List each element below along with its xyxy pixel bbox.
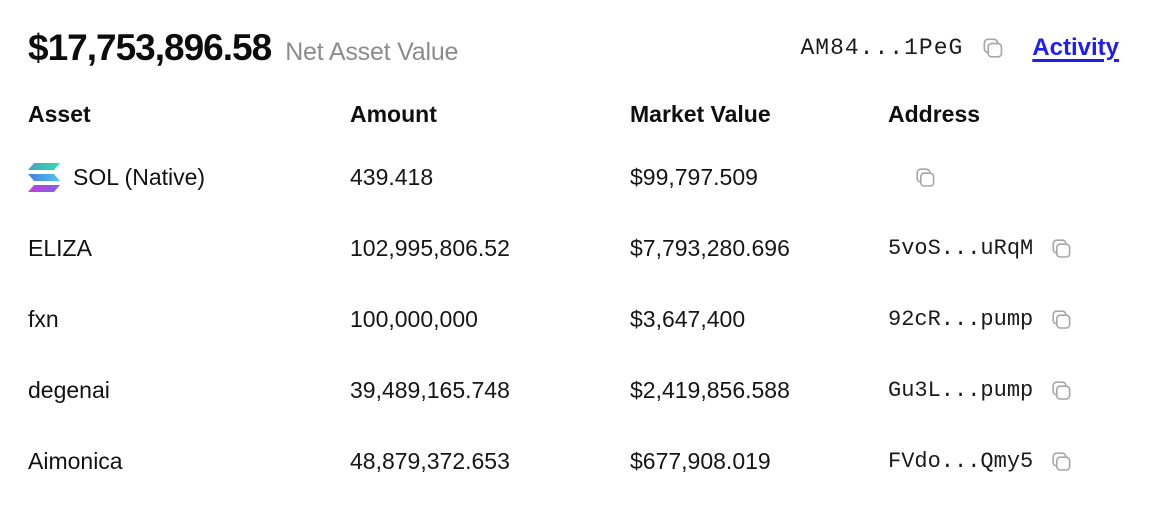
net-asset-value-label: Net Asset Value	[285, 38, 459, 66]
copy-icon	[980, 36, 1005, 61]
asset-amount: 102,995,806.52	[350, 235, 510, 261]
table-header-row: Asset Amount Market Value Address	[28, 86, 1119, 142]
column-header-asset: Asset	[28, 100, 91, 127]
asset-market-value: $7,793,280.696	[630, 235, 790, 261]
table-body: SOL (Native) 439.418 $99,797.509 ELIZA 1…	[28, 142, 1119, 497]
net-asset-value: $17,753,896.58	[28, 27, 272, 68]
net-asset-value-group: $17,753,896.58 Net Asset Value	[28, 27, 458, 69]
column-header-address: Address	[888, 100, 981, 127]
asset-amount: 100,000,000	[350, 306, 478, 332]
table-row: degenai 39,489,165.748 $2,419,856.588 Gu…	[28, 355, 1119, 426]
asset-market-value: $677,908.019	[630, 448, 771, 474]
table-row: Aimonica 48,879,372.653 $677,908.019 FVd…	[28, 426, 1119, 497]
asset-amount: 48,879,372.653	[350, 448, 510, 474]
asset-market-value: $99,797.509	[630, 164, 758, 190]
asset-address: 92cR...pump	[888, 307, 1034, 332]
address-cell: FVdo...Qmy5	[888, 449, 1119, 474]
asset-cell: ELIZA	[28, 235, 350, 262]
asset-address: Gu3L...pump	[888, 378, 1034, 403]
copy-address-button[interactable]	[913, 166, 937, 190]
copy-address-button[interactable]	[1049, 308, 1073, 332]
asset-address: 5voS...uRqM	[888, 236, 1034, 261]
asset-cell: fxn	[28, 306, 350, 333]
copy-icon	[913, 166, 937, 190]
asset-name: fxn	[28, 306, 59, 332]
copy-icon	[1049, 379, 1073, 403]
copy-address-button[interactable]	[1049, 379, 1073, 403]
asset-name: Aimonica	[28, 448, 123, 474]
asset-name: SOL (Native)	[73, 164, 206, 190]
asset-name: degenai	[28, 377, 110, 403]
table-row: fxn 100,000,000 $3,647,400 92cR...pump	[28, 284, 1119, 355]
asset-address: FVdo...Qmy5	[888, 449, 1034, 474]
asset-amount: 439.418	[350, 164, 434, 190]
address-cell: Gu3L...pump	[888, 378, 1119, 403]
asset-market-value: $2,419,856.588	[630, 377, 790, 403]
column-header-amount: Amount	[350, 100, 437, 127]
copy-icon	[1049, 450, 1073, 474]
address-cell: 92cR...pump	[888, 307, 1119, 332]
copy-icon	[1049, 237, 1073, 261]
asset-amount: 39,489,165.748	[350, 377, 510, 403]
address-cell: 5voS...uRqM	[888, 236, 1119, 261]
wallet-portfolio-panel: $17,753,896.58 Net Asset Value AM84...1P…	[28, 10, 1119, 497]
activity-link[interactable]: Activity	[1032, 34, 1119, 61]
asset-cell: SOL (Native)	[28, 163, 350, 192]
asset-market-value: $3,647,400	[630, 306, 746, 332]
asset-table: Asset Amount Market Value Address SOL (N…	[28, 86, 1119, 497]
asset-cell: Aimonica	[28, 448, 350, 475]
table-row: ELIZA 102,995,806.52 $7,793,280.696 5voS…	[28, 213, 1119, 284]
address-cell	[888, 166, 1119, 190]
copy-address-button[interactable]	[1049, 450, 1073, 474]
column-header-market-value: Market Value	[630, 100, 771, 127]
header: $17,753,896.58 Net Asset Value AM84...1P…	[28, 10, 1119, 86]
solana-icon	[28, 163, 60, 192]
copy-wallet-address-button[interactable]	[980, 36, 1005, 61]
copy-icon	[1049, 308, 1073, 332]
wallet-address: AM84...1PeG	[800, 35, 964, 61]
wallet-group: AM84...1PeG Activity	[800, 34, 1119, 62]
copy-address-button[interactable]	[1049, 237, 1073, 261]
table-row: SOL (Native) 439.418 $99,797.509	[28, 142, 1119, 213]
asset-name: ELIZA	[28, 235, 92, 261]
asset-cell: degenai	[28, 377, 350, 404]
